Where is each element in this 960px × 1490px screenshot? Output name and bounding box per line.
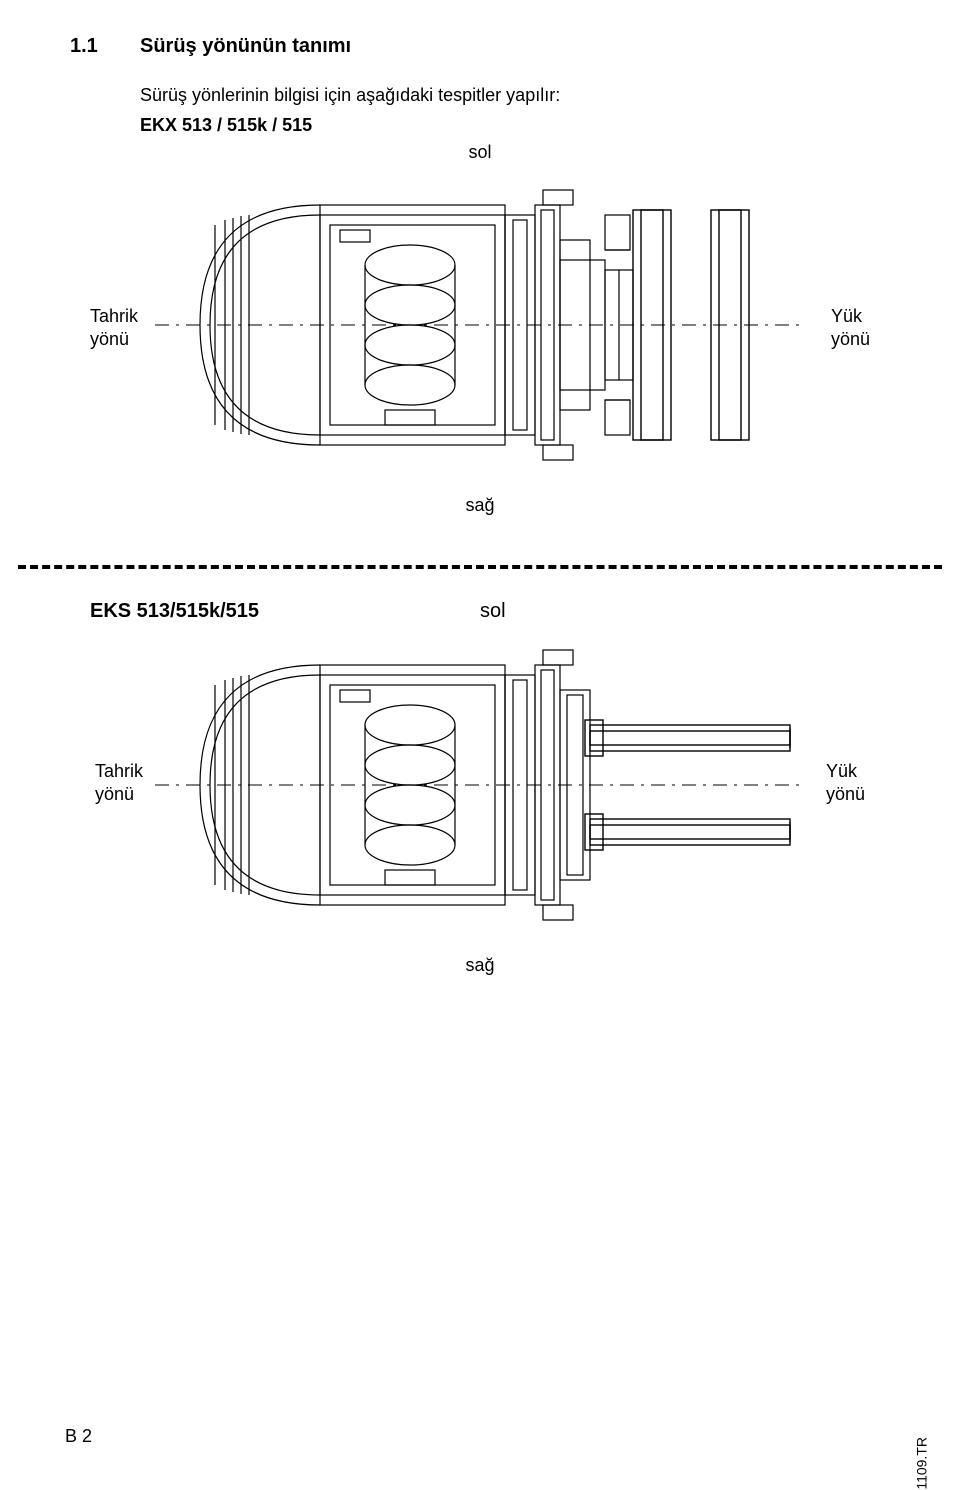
label-sag-1: sağ <box>0 495 960 516</box>
label-sag-2: sağ <box>0 955 960 976</box>
label-sol-2: sol <box>480 600 506 623</box>
section-divider <box>18 565 942 569</box>
section-number: 1.1 <box>70 35 98 58</box>
label-drive-2: Tahrik yönü <box>95 760 143 805</box>
intro-text: Sürüş yönlerinin bilgisi için aşağıdaki … <box>140 85 560 106</box>
diagram-ekx <box>155 170 805 480</box>
label-drive-1: Tahrik yönü <box>90 305 138 350</box>
section-title: Sürüş yönünün tanımı <box>140 35 351 58</box>
model-eks: EKS 513/515k/515 <box>90 600 259 623</box>
load-l2: yönü <box>831 329 870 349</box>
load2-l2: yönü <box>826 784 865 804</box>
drive-l1: Tahrik <box>90 306 138 326</box>
page-number: B 2 <box>65 1426 92 1447</box>
model-ekx: EKX 513 / 515k / 515 <box>140 115 312 136</box>
drive2-l1: Tahrik <box>95 761 143 781</box>
label-load-2: Yük yönü <box>826 760 865 805</box>
label-sol-1: sol <box>0 142 960 163</box>
doc-code: 1109.TR <box>914 1437 930 1490</box>
label-load-1: Yük yönü <box>831 305 870 350</box>
load-l1: Yük <box>831 306 862 326</box>
diagram-eks <box>155 630 805 940</box>
load2-l1: Yük <box>826 761 857 781</box>
drive-l2: yönü <box>90 329 129 349</box>
drive2-l2: yönü <box>95 784 134 804</box>
